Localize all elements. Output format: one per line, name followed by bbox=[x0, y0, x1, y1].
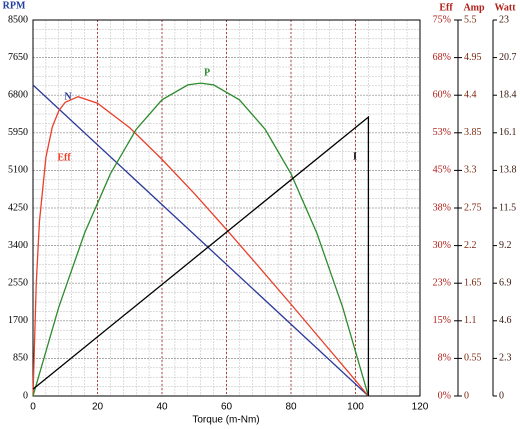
x-axis-title: Torque (m-Nm) bbox=[192, 415, 259, 426]
y-tick-label: 5100 bbox=[8, 165, 28, 176]
x-tick-label: 100 bbox=[347, 402, 364, 413]
y2-tick-label: 53% bbox=[433, 127, 451, 138]
y-tick-label: 2550 bbox=[8, 277, 28, 288]
y4-tick-label: 2.3 bbox=[499, 353, 512, 364]
y-tick-label: 5950 bbox=[8, 127, 28, 138]
y3-tick-label: 2.2 bbox=[464, 240, 477, 251]
y3-tick-label: 1.1 bbox=[464, 315, 477, 326]
y4-tick-label: 13.8 bbox=[499, 165, 517, 176]
y3-tick-label: 4.4 bbox=[464, 89, 477, 100]
y2-tick-label: 8% bbox=[438, 353, 451, 364]
y4-axis-title: Watt bbox=[494, 2, 516, 13]
x-tick-label: 20 bbox=[92, 402, 104, 413]
y3-tick-label: 0.55 bbox=[464, 353, 482, 364]
y4-tick-label: 11.5 bbox=[499, 202, 516, 213]
y4-tick-label: 23 bbox=[499, 14, 509, 25]
y2-tick-label: 0% bbox=[438, 390, 451, 401]
x-tick-label: 80 bbox=[285, 402, 297, 413]
y2-tick-label: 15% bbox=[433, 315, 451, 326]
y4-tick-label: 0 bbox=[499, 390, 504, 401]
y4-tick-label: 20.7 bbox=[499, 52, 517, 63]
series-line bbox=[32, 115, 370, 396]
y4-tick-label: 6.9 bbox=[499, 277, 512, 288]
series-label: Eff bbox=[57, 152, 71, 163]
y2-tick-label: 45% bbox=[433, 165, 451, 176]
x-tick-label: 60 bbox=[221, 402, 233, 413]
y3-tick-label: 3.3 bbox=[464, 165, 477, 176]
y-tick-label: 850 bbox=[13, 353, 28, 364]
y-tick-label: 4250 bbox=[8, 202, 28, 213]
y2-tick-label: 30% bbox=[433, 240, 451, 251]
series-label: I bbox=[353, 151, 357, 162]
x-tick-label: 120 bbox=[412, 402, 429, 413]
y-tick-label: 6800 bbox=[8, 89, 28, 100]
y2-tick-label: 68% bbox=[433, 52, 451, 63]
y2-tick-label: 60% bbox=[433, 89, 451, 100]
y3-tick-label: 2.75 bbox=[464, 202, 482, 213]
y-tick-label: 8500 bbox=[8, 14, 28, 25]
y3-axis-title: Amp bbox=[463, 2, 485, 13]
series-line bbox=[32, 84, 369, 397]
y4-tick-label: 4.6 bbox=[499, 315, 512, 326]
y-axis-title: RPM bbox=[3, 0, 26, 11]
y3-tick-label: 0 bbox=[464, 390, 469, 401]
series-label: N bbox=[64, 91, 72, 102]
series-label: P bbox=[204, 67, 210, 78]
y-tick-label: 3400 bbox=[8, 240, 28, 251]
y3-tick-label: 1.65 bbox=[464, 277, 482, 288]
y4-tick-label: 16.1 bbox=[499, 127, 517, 138]
x-tick-label: 0 bbox=[30, 402, 36, 413]
y2-axis-title: Eff bbox=[439, 2, 453, 13]
y4-tick-label: 9.2 bbox=[499, 240, 512, 251]
y3-tick-label: 3.85 bbox=[464, 127, 482, 138]
y-tick-label: 0 bbox=[23, 390, 28, 401]
y-tick-label: 1700 bbox=[8, 315, 28, 326]
y-tick-label: 7650 bbox=[8, 52, 28, 63]
x-tick-label: 40 bbox=[156, 402, 168, 413]
plot-frame bbox=[32, 19, 421, 397]
y3-tick-label: 5.5 bbox=[464, 14, 477, 25]
series-line bbox=[32, 82, 370, 397]
y2-tick-label: 75% bbox=[433, 14, 451, 25]
y3-tick-label: 4.95 bbox=[464, 52, 482, 63]
series-line bbox=[32, 96, 369, 397]
y2-tick-label: 38% bbox=[433, 202, 451, 213]
y4-tick-label: 18.4 bbox=[499, 89, 517, 100]
y2-tick-label: 23% bbox=[433, 277, 451, 288]
